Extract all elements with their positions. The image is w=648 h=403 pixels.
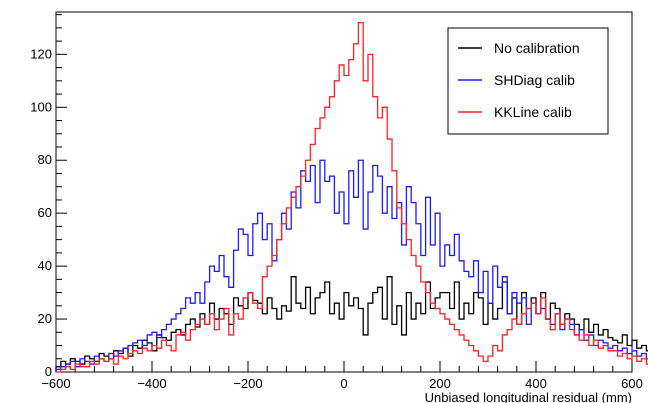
legend-label: KKLine calib	[494, 104, 572, 120]
y-tick-label: 80	[38, 152, 52, 167]
axis-ticks: −600 −400 −200 0 200 400 600 0 20 40 60 80 100 120	[30, 14, 643, 391]
legend-label: No calibration	[494, 40, 580, 56]
series-line-2	[56, 21, 648, 373]
series-line-1	[55, 159, 648, 372]
y-tick-label: 60	[38, 205, 52, 220]
x-tick-label: 600	[621, 376, 643, 391]
y-tick-label: 120	[30, 46, 52, 61]
y-tick-label: 0	[45, 364, 52, 379]
x-tick-label: −600	[41, 376, 70, 391]
x-tick-label: 400	[525, 376, 547, 391]
x-tick-label: 200	[429, 376, 451, 391]
legend: No calibration SHDiag calib KKLine calib	[447, 27, 609, 135]
y-tick-label: 100	[30, 99, 52, 114]
legend-label: SHDiag calib	[494, 72, 575, 88]
y-tick-label: 40	[38, 258, 52, 273]
x-tick-label: −400	[137, 376, 166, 391]
series-layer	[55, 21, 648, 373]
x-axis-label: Unbiased longitudinal residual (mm)	[425, 390, 632, 403]
series-line-0	[55, 276, 648, 372]
x-tick-label: 0	[340, 376, 347, 391]
x-tick-label: −200	[233, 376, 262, 391]
legend-box	[447, 27, 609, 135]
y-tick-label: 20	[38, 311, 52, 326]
